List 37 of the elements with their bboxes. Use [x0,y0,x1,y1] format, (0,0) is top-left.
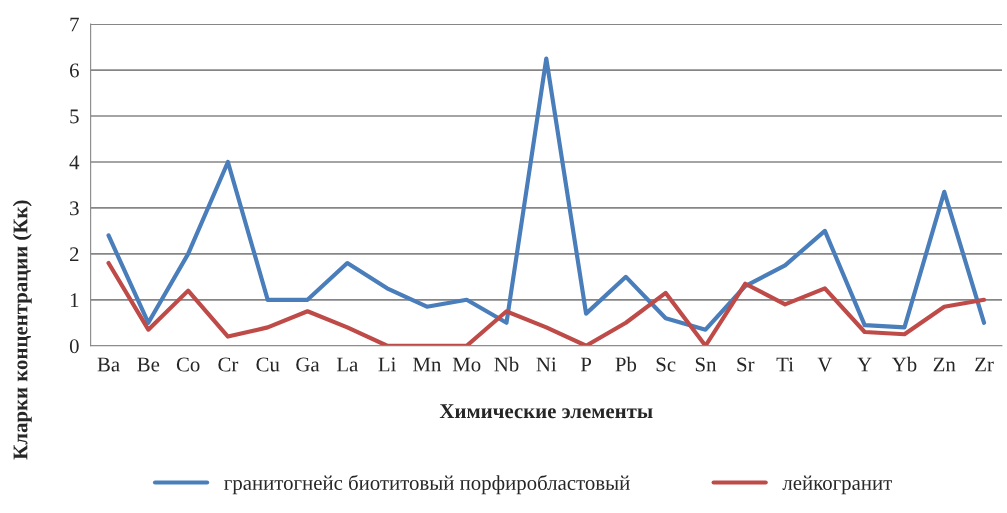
y-tick-label: 0 [69,339,79,354]
line-series [106,260,987,346]
x-tick-label: Ba [97,357,120,372]
x-tick-label: Mo [452,357,481,372]
x-tick-label: Sc [656,357,676,372]
x-tick-label: Zr [975,357,994,372]
y-tick-label: 1 [70,293,79,308]
y-tick-label: 3 [70,201,79,216]
x-tick-label: Y [857,357,872,372]
x-tick-label: Nb [494,356,519,372]
x-tick-label: Sn [695,357,717,372]
x-tick-label: Be [137,357,160,372]
x-tick-label: La [336,357,359,372]
x-tick-label: Sr [737,357,755,372]
y-tick-label: 7 [70,17,79,32]
x-tick-label: P [580,357,592,372]
x-tick-label: Co [176,357,200,372]
x-tick-label: Ti [776,357,794,372]
x-tick-label: Ni [536,357,557,372]
x-tick-label: Mn [413,357,442,372]
x-axis-title: Химические элементы [439,404,653,419]
x-tick-label: Zn [933,357,956,372]
y-tick-label: 4 [69,155,80,170]
y-axis-title: Кларки концентрации (Кк) [12,200,32,460]
y-tick-label: 6 [70,63,79,78]
x-tick-label: Cu [256,357,280,372]
y-tick-label: 2 [70,247,79,262]
x-tick-label: Li [378,357,396,372]
legend-label: лейкогранит [782,475,892,495]
x-tick-label: V [817,357,833,372]
y-tick-label: 5 [70,109,79,124]
x-tick-label: Ga [296,357,320,372]
legend-label: гранитогнейс биотитовый порфиробластовый [224,474,630,495]
x-tick-label: Cr [218,357,239,372]
line-series [106,56,987,332]
x-tick-label: Pb [615,356,637,372]
x-tick-label: Yb [891,356,917,372]
